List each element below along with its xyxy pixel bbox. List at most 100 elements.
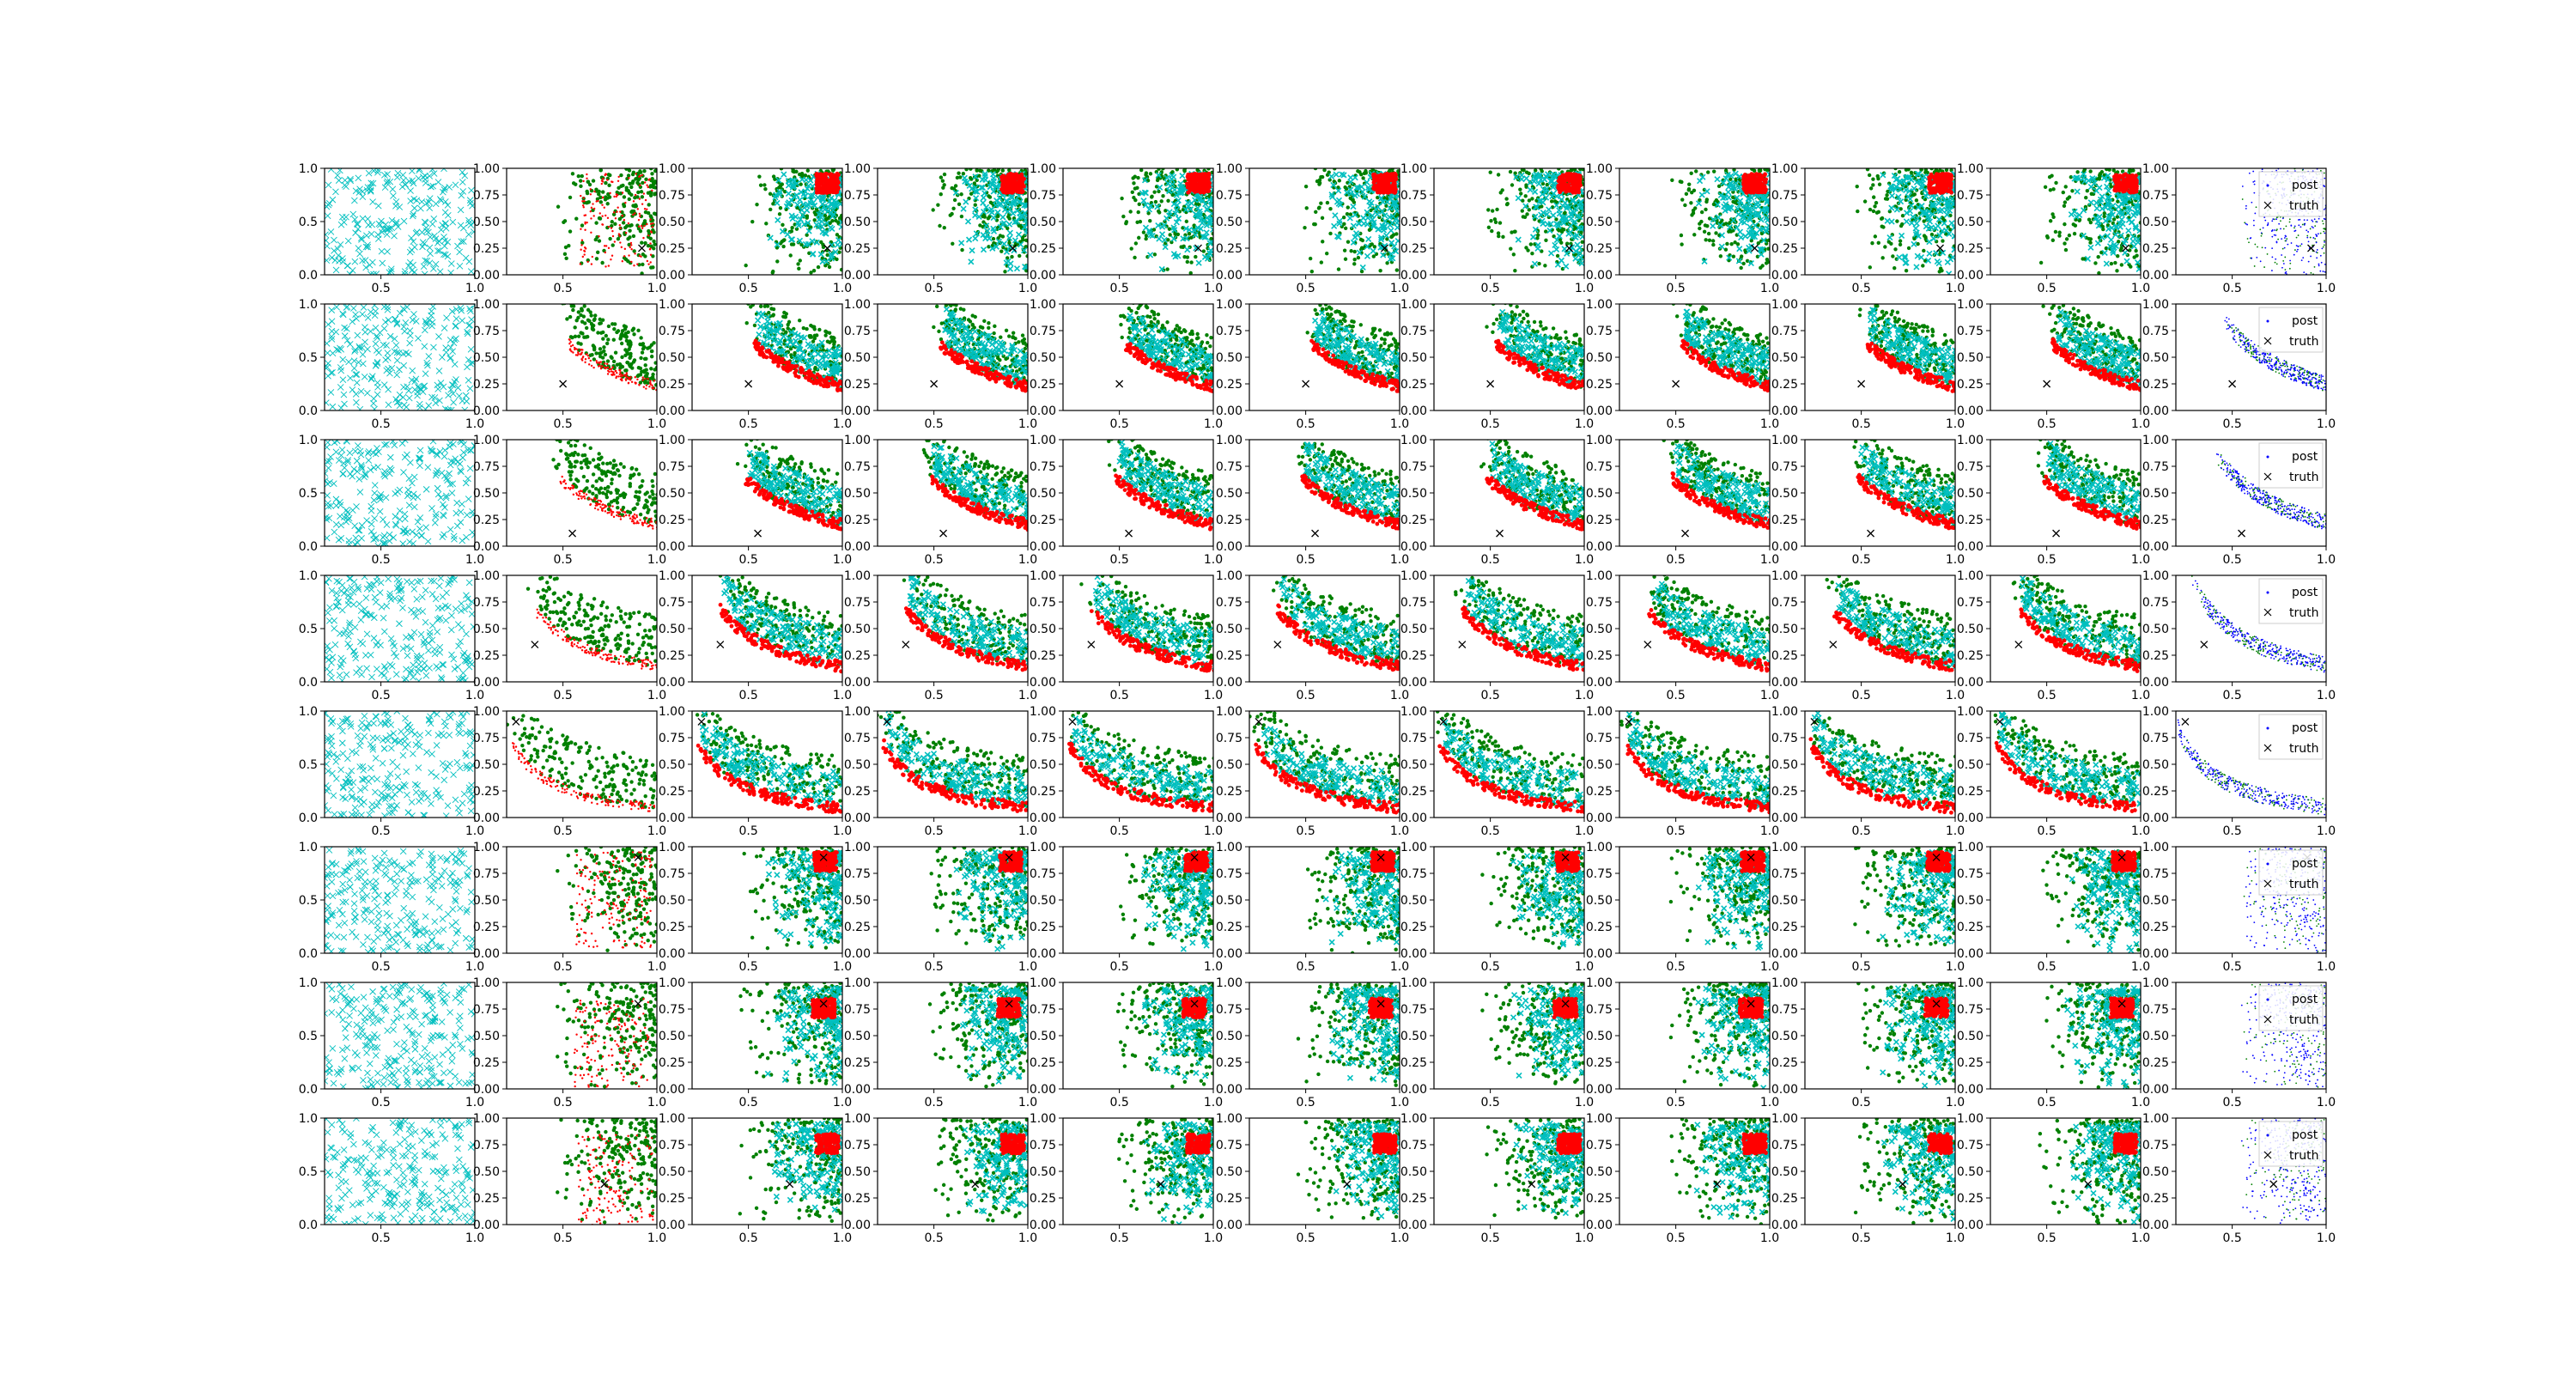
likelihood-point: [1206, 179, 1211, 183]
sample-point: [648, 185, 652, 188]
likelihood-point: [630, 244, 632, 246]
y-tick-label: 0.75: [1030, 189, 1056, 203]
sample-point: [812, 269, 816, 272]
sample-point: [568, 229, 572, 233]
likelihood-point: [601, 223, 603, 225]
y-tick-label: 0.50: [659, 216, 685, 229]
likelihood-point: [639, 213, 641, 215]
sample-point: [1543, 264, 1546, 267]
likelihood-point: [641, 203, 643, 204]
sample-point: [1160, 199, 1163, 203]
likelihood-point: [1751, 175, 1755, 179]
sample-point: [2063, 241, 2066, 245]
sample-point: [772, 174, 775, 178]
sample-point: [1344, 258, 1347, 261]
likelihood-point: [639, 215, 641, 216]
sample-point: [978, 223, 981, 227]
likelihood-point: [1759, 182, 1763, 186]
likelihood-point: [638, 176, 640, 178]
y-tick-label: 0.75: [1400, 189, 1427, 203]
sample-point: [1128, 210, 1132, 213]
sample-point: [1871, 177, 1874, 180]
likelihood-point: [618, 233, 620, 234]
sample-point: [757, 174, 761, 178]
sample-point: [781, 223, 784, 227]
sample-point: [641, 263, 644, 266]
sample-point: [574, 183, 577, 186]
y-tick-label: 0.75: [473, 189, 500, 203]
likelihood-point: [1932, 186, 1936, 191]
likelihood-point: [601, 204, 603, 206]
likelihood-point: [1190, 187, 1194, 192]
likelihood-point: [641, 225, 642, 227]
sample-point: [2115, 269, 2118, 272]
likelihood-point: [608, 264, 610, 266]
likelihood-point: [816, 181, 820, 185]
sample-point: [1120, 197, 1123, 200]
sample-point: [1899, 243, 1902, 246]
sample-point: [580, 223, 584, 227]
y-tick-label: 0.25: [1586, 242, 1613, 256]
sample-point: [1528, 198, 1531, 202]
sample-point: [1878, 183, 1881, 186]
sample-point: [2112, 168, 2116, 172]
sample-point: [568, 196, 572, 199]
sample-point: [642, 169, 646, 173]
likelihood-point: [635, 173, 637, 174]
sample-point: [1489, 219, 1492, 222]
sample-point: [779, 206, 782, 210]
sample-point: [1521, 209, 1524, 212]
sample-point: [1732, 255, 1735, 258]
likelihood-point: [602, 178, 604, 179]
sample-point: [987, 216, 990, 220]
likelihood-point: [622, 192, 623, 193]
likelihood-point: [1386, 183, 1390, 187]
sample-point: [1873, 204, 1876, 208]
likelihood-point: [586, 222, 587, 223]
likelihood-point: [637, 208, 639, 210]
likelihood-point: [649, 179, 651, 180]
sample-point: [2072, 222, 2075, 226]
likelihood-point: [638, 226, 640, 228]
sample-point: [1188, 232, 1191, 235]
sample-point: [647, 211, 650, 215]
x-tick-label: 1.0: [1946, 282, 1965, 295]
likelihood-point: [619, 224, 621, 226]
sample-point: [647, 203, 651, 206]
sample-point: [939, 175, 943, 179]
likelihood-point: [619, 241, 621, 243]
sample-point: [755, 203, 758, 206]
sample-point: [1880, 216, 1884, 220]
sample-point: [1189, 260, 1193, 264]
sample-point: [1880, 225, 1884, 228]
sample-point: [652, 230, 655, 234]
likelihood-point: [592, 215, 594, 216]
sample-point: [1905, 269, 1908, 272]
sample-point: [1876, 177, 1880, 180]
x-tick-label: 1.0: [1204, 282, 1223, 295]
sample-point: [608, 173, 611, 177]
sample-point: [1489, 170, 1492, 173]
likelihood-point: [651, 231, 653, 233]
likelihood-point: [595, 200, 597, 202]
likelihood-point: [621, 246, 623, 248]
likelihood-point: [1005, 180, 1009, 185]
sample-point: [1683, 204, 1686, 207]
sample-point: [759, 184, 762, 187]
sample-point: [1501, 235, 1504, 239]
likelihood-point: [629, 246, 631, 248]
likelihood-point: [598, 235, 599, 237]
sample-point: [1872, 210, 1875, 213]
sample-point: [1131, 191, 1134, 194]
sample-point: [1186, 255, 1189, 258]
sample-point: [1708, 239, 1711, 242]
likelihood-point: [614, 240, 616, 242]
likelihood-point: [1192, 181, 1196, 185]
sample-point: [563, 219, 567, 222]
sample-point: [1753, 169, 1756, 173]
sample-point: [2068, 195, 2071, 198]
likelihood-point: [1012, 173, 1016, 178]
sample-point: [628, 228, 631, 232]
sample-point: [1312, 222, 1315, 226]
sample-point: [641, 181, 644, 185]
